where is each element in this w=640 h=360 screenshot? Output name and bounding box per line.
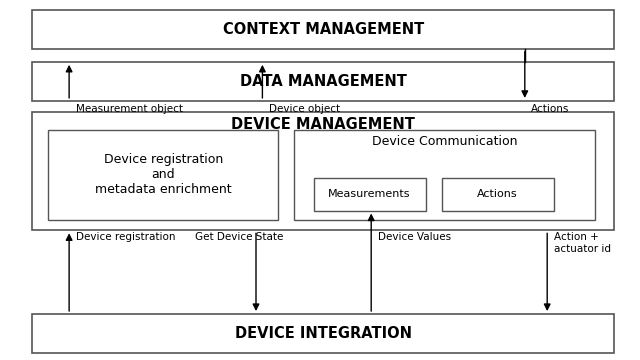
Text: Device registration
and
metadata enrichment: Device registration and metadata enrichm…: [95, 153, 232, 196]
FancyBboxPatch shape: [32, 112, 614, 230]
FancyBboxPatch shape: [314, 178, 426, 211]
Text: Measurement object: Measurement object: [76, 104, 182, 114]
Text: Get Device State: Get Device State: [195, 232, 284, 242]
Text: Measurements: Measurements: [328, 189, 411, 199]
Text: Device Communication: Device Communication: [372, 135, 518, 148]
Text: Device Values: Device Values: [378, 232, 451, 242]
Text: CONTEXT MANAGEMENT: CONTEXT MANAGEMENT: [223, 22, 424, 37]
Text: Actions: Actions: [477, 189, 518, 199]
FancyBboxPatch shape: [32, 314, 614, 353]
Text: DEVICE MANAGEMENT: DEVICE MANAGEMENT: [231, 117, 415, 132]
Text: DEVICE INTEGRATION: DEVICE INTEGRATION: [235, 326, 412, 341]
Text: Actions: Actions: [531, 104, 570, 114]
FancyBboxPatch shape: [442, 178, 554, 211]
FancyBboxPatch shape: [294, 130, 595, 220]
FancyBboxPatch shape: [48, 130, 278, 220]
Text: Device object: Device object: [269, 104, 340, 114]
Text: Action +
actuator id: Action + actuator id: [554, 232, 611, 254]
Text: DATA MANAGEMENT: DATA MANAGEMENT: [240, 74, 406, 89]
FancyBboxPatch shape: [32, 10, 614, 49]
FancyBboxPatch shape: [32, 62, 614, 101]
Text: Device registration: Device registration: [76, 232, 175, 242]
